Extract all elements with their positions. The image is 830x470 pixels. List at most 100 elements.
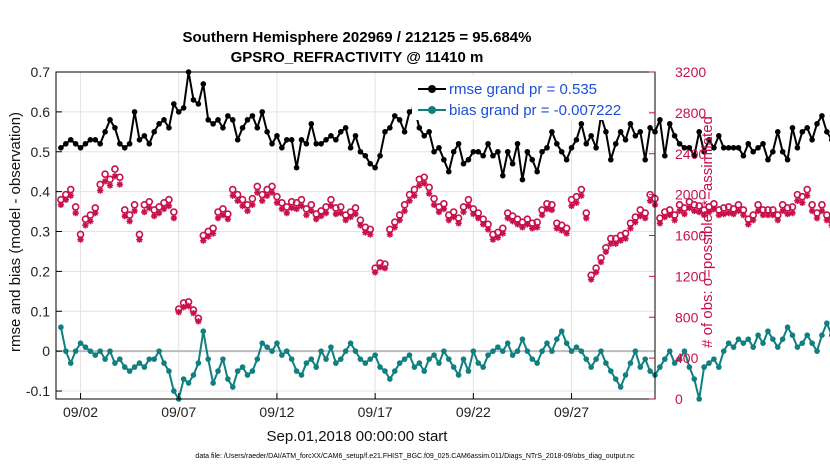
assimilated-obs-point [116,181,124,188]
right-y-ticks: 0 400 800 1200 1600 2000 2400 2800 3200 [649,64,706,407]
assimilated-obs-point [401,207,408,215]
bias-point [215,368,221,374]
rmse-point [259,109,266,115]
assimilated-obs-point [637,212,644,220]
bias-point [485,352,491,358]
rmse-point [480,152,486,159]
bias-point [411,364,418,370]
rmse-point [770,148,776,155]
rmse-point [529,156,536,163]
assimilated-obs-point [749,216,757,224]
bias-point [725,340,732,346]
assimilated-obs-point [283,209,290,217]
assimilated-obs-point [362,229,369,236]
rmse-point [824,129,830,135]
rmse-point [421,133,428,139]
bias-point [244,372,251,378]
assimilated-obs-point [72,209,79,217]
rmse-point [809,136,815,143]
bias-point [750,344,756,350]
bias-point [549,348,555,354]
bias-point [352,348,359,354]
rmse-point [539,148,545,155]
possible-obs-point [430,194,438,203]
bias-point [357,356,364,362]
rmse-point [819,113,825,119]
bias-point [470,348,477,354]
bias-point [63,348,69,354]
rmse-point [750,148,756,155]
x-tick-label: 09/02 [63,404,98,420]
y-tick-label: -0.1 [26,383,50,399]
assimilated-obs-point [273,199,281,206]
assimilated-obs-point [239,202,246,210]
assimilated-obs-point [293,205,300,213]
bias-point [136,360,143,366]
assimilated-obs-point [529,225,536,232]
assimilated-obs-point [234,197,241,204]
possible-obs-point [307,201,316,209]
bias-point [131,364,138,370]
assimilated-obs-point [200,237,207,244]
bias-point [760,340,766,346]
y-tick-label: 0.6 [31,104,51,120]
rmse-point [445,168,452,175]
rmse-point [161,117,167,123]
bias-point [691,376,698,382]
assimilated-obs-point [804,192,811,199]
assimilated-obs-point [705,208,713,216]
rmse-point [92,136,99,143]
assimilated-obs-point [764,211,772,219]
bias-point [554,336,560,342]
bias-point [264,344,270,350]
assimilated-obs-point [313,215,320,223]
rmse-point [225,113,231,119]
assimilated-obs-point [249,201,256,209]
rmse-point [784,156,791,163]
assimilated-obs-point [352,210,359,218]
rmse-point [308,121,315,127]
rmse-point [691,152,698,159]
bias-point [642,356,648,362]
assimilated-obs-point [774,216,781,224]
assimilated-obs-point [298,202,305,210]
right-y-tick-label: 400 [675,350,699,366]
rmse-point [662,152,668,159]
assimilated-obs-point [435,208,443,216]
y-tick-label: 0.5 [31,144,51,160]
rmse-point [622,136,629,143]
assimilated-obs-point [62,196,70,203]
bias-point [617,384,624,390]
assimilated-obs-point [288,204,295,212]
bias-point [239,364,246,370]
assimilated-obs-point [524,221,531,228]
rmse-point [58,144,64,151]
rmse-point [593,144,599,151]
bias-point [161,360,167,366]
rmse-point [102,129,108,135]
bias-point [102,356,108,362]
possible-obs-point [116,173,124,182]
y-tick-label: 0.4 [31,184,51,200]
rmse-point [347,144,354,151]
rmse-point [121,144,128,151]
assimilated-obs-point [77,236,84,243]
rmse-point [509,160,516,167]
right-y-tick-label: 2800 [675,105,706,121]
assimilated-obs-point [160,205,168,213]
assimilated-obs-point [607,240,615,247]
rmse-point [416,125,423,131]
rmse-point [112,125,118,131]
assimilated-obs-point [450,213,457,221]
bias-point [622,372,629,378]
assimilated-obs-point [278,205,286,213]
assimilated-obs-point [759,211,767,219]
assimilated-obs-point [686,204,693,212]
bias-point [190,372,197,378]
bias-point [465,368,472,374]
possible-obs-point [125,211,134,219]
rmse-point [436,144,442,151]
bias-point [283,348,290,354]
assimilated-obs-point [165,202,173,210]
bias-point [328,344,334,350]
